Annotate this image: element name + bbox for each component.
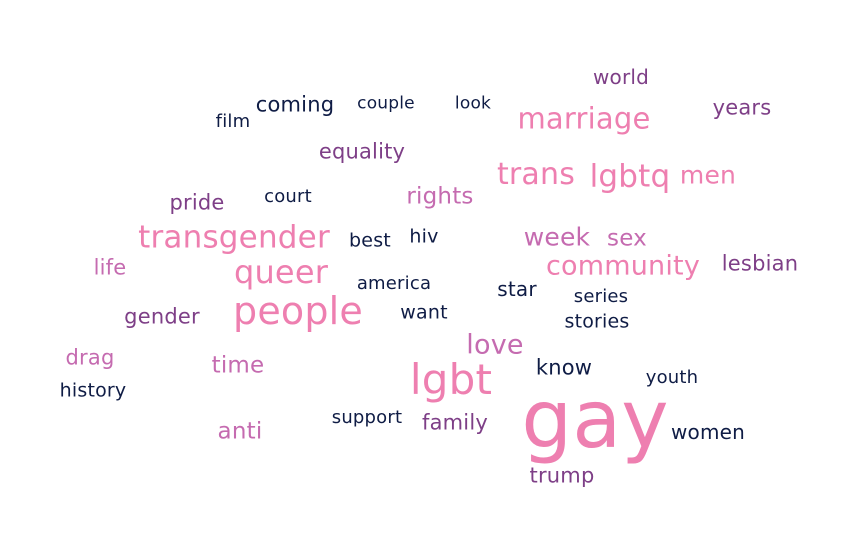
word-court: court [264,186,312,207]
word-world: world [592,65,650,89]
word-men: men [679,160,737,190]
word-sex: sex [607,225,647,252]
word-know: know [535,355,593,380]
word-couple: couple [357,93,415,114]
word-transgender: transgender [138,219,330,256]
word-support: support [331,407,403,428]
word-life: life [93,255,127,280]
word-week: week [523,222,591,252]
word-look: look [454,93,492,114]
word-star: star [497,277,537,301]
word-time: time [211,352,265,379]
word-history: history [59,379,127,402]
word-trans: trans [496,157,576,192]
word-series: series [573,286,629,307]
word-drag: drag [65,345,115,370]
word-women: women [670,420,746,444]
word-people: people [232,289,364,333]
word-rights: rights [406,183,474,210]
word-trump: trump [529,463,595,488]
word-film: film [215,111,251,132]
word-best: best [349,229,391,252]
word-family: family [421,410,489,435]
word-gay: gay [521,373,669,466]
word-equality: equality [318,139,406,164]
word-hiv: hiv [409,225,439,248]
word-lesbian: lesbian [721,251,799,276]
word-america: america [356,273,432,294]
word-pride: pride [169,190,225,215]
word-stories: stories [564,310,630,333]
word-anti: anti [217,418,263,445]
word-youth: youth [645,367,699,388]
word-marriage: marriage [517,101,651,136]
word-coming: coming [255,92,335,117]
word-lgbt: lgbt [409,355,493,404]
word-years: years [712,95,772,120]
word-love: love [466,329,524,361]
word-lgbtq: lgbtq [589,158,671,195]
word-want: want [400,301,448,324]
word-gender: gender [124,304,200,329]
word-community: community [545,250,701,282]
word-queer: queer [233,253,329,291]
